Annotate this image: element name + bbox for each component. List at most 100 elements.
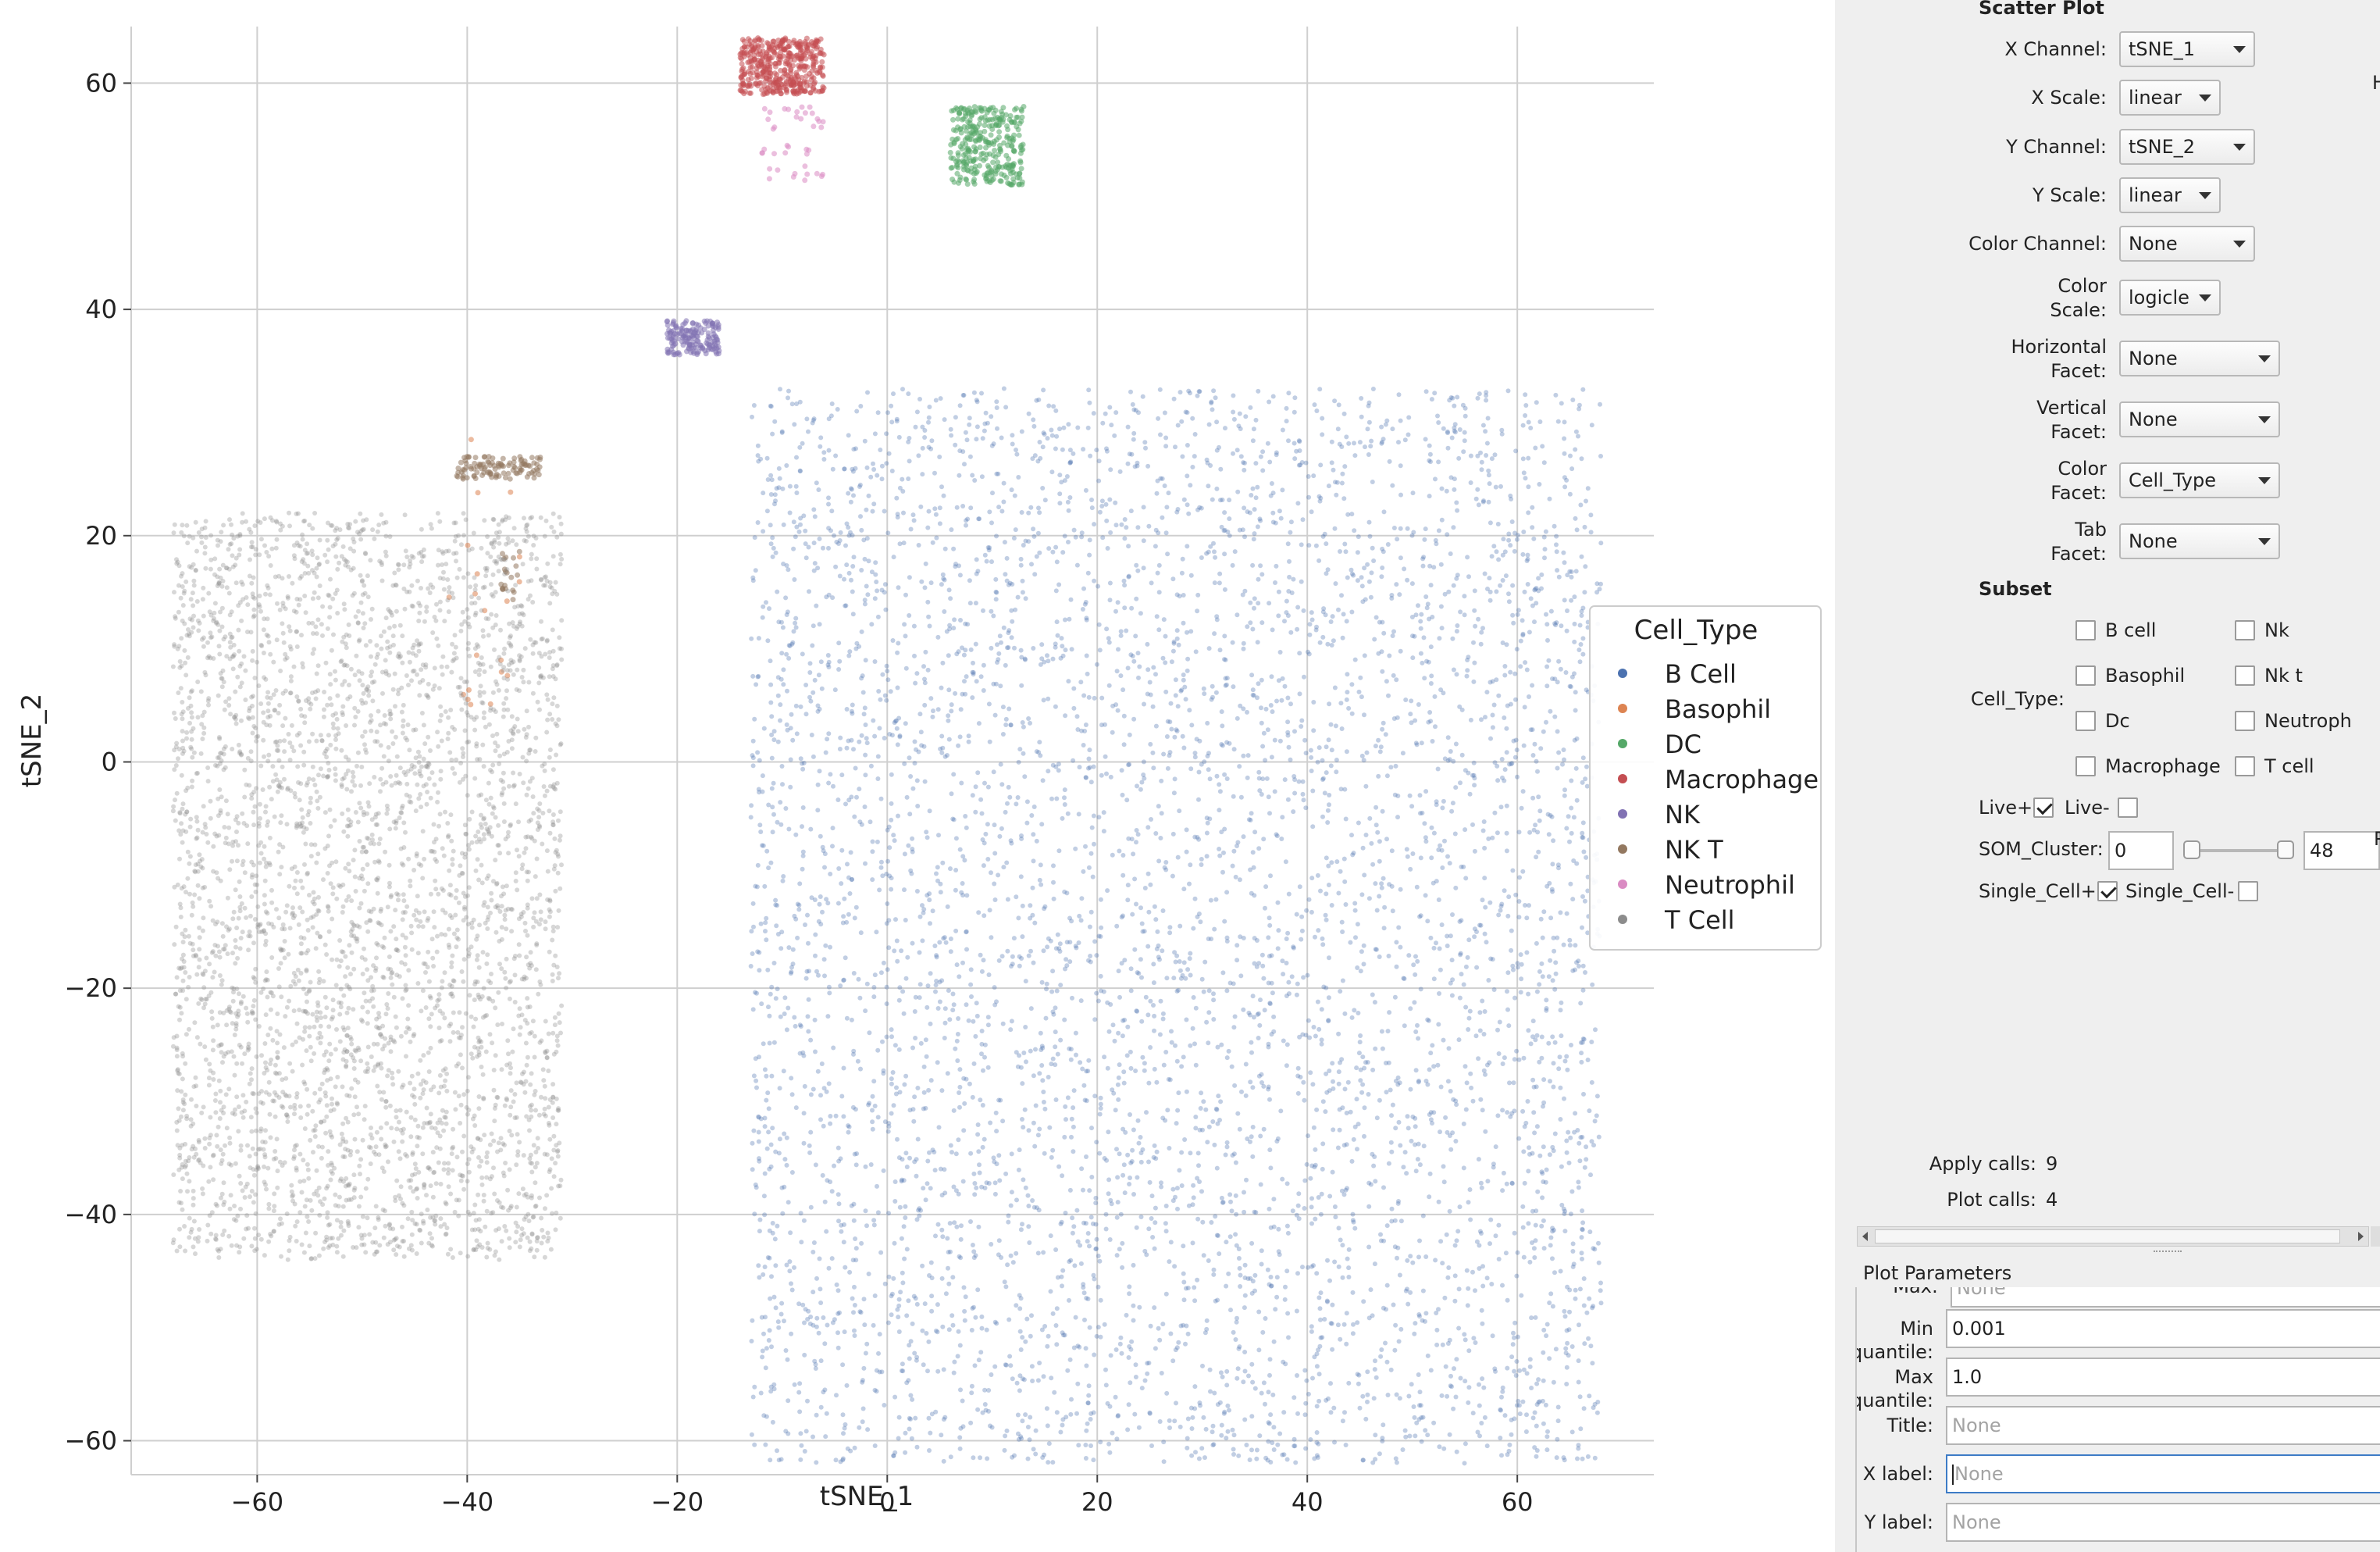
data-point	[1260, 1329, 1266, 1335]
data-point	[1251, 865, 1256, 870]
data-point	[808, 1037, 814, 1043]
data-point	[1116, 1097, 1121, 1102]
data-point	[974, 437, 979, 442]
data-point	[1152, 1246, 1157, 1251]
data-point	[1550, 1256, 1555, 1261]
data-point	[942, 1006, 948, 1011]
data-point	[1349, 571, 1355, 576]
data-point	[1242, 1209, 1247, 1215]
data-point	[910, 1045, 915, 1051]
data-point	[1555, 765, 1560, 771]
data-point	[1142, 1061, 1147, 1066]
data-point	[882, 582, 888, 587]
data-point	[1050, 762, 1056, 768]
data-point	[1031, 423, 1037, 429]
data-point	[1096, 622, 1102, 627]
data-point	[1569, 1043, 1573, 1047]
data-point	[846, 525, 851, 530]
data-point	[1160, 908, 1166, 913]
data-point	[1579, 554, 1584, 559]
data-point	[1283, 1361, 1288, 1367]
data-point	[1299, 937, 1304, 942]
data-point	[758, 1390, 764, 1396]
data-point	[1359, 583, 1365, 589]
data-point	[1024, 1059, 1028, 1065]
data-point	[1125, 1024, 1131, 1029]
data-point	[1220, 498, 1225, 502]
data-point	[1257, 516, 1263, 522]
data-point	[775, 589, 780, 594]
data-point	[1577, 623, 1583, 628]
data-point	[765, 967, 771, 972]
data-point	[1083, 722, 1088, 727]
data-point	[1252, 1209, 1257, 1215]
data-point	[1236, 1247, 1242, 1251]
data-point	[1098, 1440, 1103, 1445]
data-point	[1454, 576, 1459, 581]
data-point	[784, 463, 789, 468]
data-point	[1509, 1111, 1515, 1116]
data-point	[1210, 1119, 1216, 1124]
data-point	[980, 1144, 985, 1150]
data-point	[892, 1043, 898, 1048]
data-point	[1075, 1343, 1081, 1349]
data-point	[1062, 889, 1067, 894]
data-point	[1177, 808, 1182, 814]
data-point	[859, 629, 864, 634]
data-point	[1592, 1401, 1598, 1407]
data-point	[1279, 698, 1284, 703]
data-point	[791, 629, 796, 634]
data-point	[801, 760, 807, 765]
data-point	[815, 708, 821, 714]
data-point	[1116, 969, 1121, 974]
data-point	[1396, 1199, 1401, 1204]
data-point	[1267, 1372, 1272, 1378]
data-point	[926, 1339, 932, 1344]
data-point	[1358, 1033, 1363, 1038]
data-point	[1159, 811, 1164, 816]
data-point	[1434, 879, 1439, 884]
data-point	[954, 962, 960, 968]
data-point	[982, 1042, 988, 1047]
data-point	[1512, 755, 1518, 760]
data-point	[828, 772, 833, 777]
data-point	[762, 1115, 768, 1121]
data-point	[1203, 1107, 1209, 1112]
data-point	[828, 1114, 833, 1119]
data-point	[873, 572, 878, 577]
data-point	[1530, 795, 1536, 801]
data-point	[789, 641, 795, 647]
data-point	[851, 1051, 856, 1057]
data-point	[1040, 1078, 1046, 1083]
data-point	[1170, 831, 1176, 837]
data-point	[1466, 1286, 1471, 1291]
data-point	[908, 774, 914, 779]
data-point	[1312, 1165, 1317, 1170]
data-point	[770, 1126, 775, 1131]
data-point	[1302, 1097, 1307, 1103]
data-point	[834, 1393, 839, 1398]
data-point	[1322, 790, 1327, 796]
data-point	[917, 1206, 922, 1211]
data-point	[1074, 1208, 1080, 1213]
data-point	[1100, 535, 1106, 541]
data-point	[947, 1221, 953, 1226]
data-point	[939, 685, 944, 690]
data-point	[1381, 1422, 1386, 1428]
data-point	[1086, 1058, 1092, 1063]
data-point	[1165, 1108, 1170, 1113]
data-point	[828, 1121, 833, 1126]
data-point	[1540, 1398, 1545, 1404]
data-point	[1431, 945, 1437, 951]
data-point	[927, 1273, 932, 1278]
data-point	[1393, 1456, 1398, 1461]
data-point	[1561, 1455, 1566, 1461]
data-point	[1115, 1175, 1121, 1180]
data-point	[1093, 1195, 1099, 1201]
data-point	[835, 1330, 840, 1336]
data-point	[849, 877, 854, 883]
data-point	[1578, 642, 1584, 647]
data-point	[1266, 1420, 1271, 1425]
data-point	[959, 890, 964, 895]
data-point	[958, 618, 963, 623]
